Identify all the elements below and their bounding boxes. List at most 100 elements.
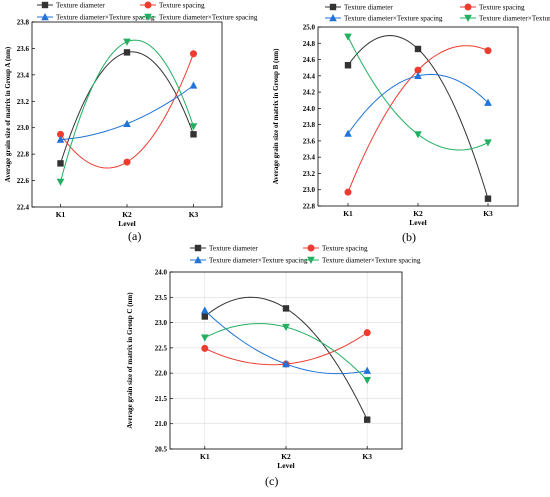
data-point [282, 305, 290, 312]
legend-marker [329, 3, 337, 11]
data-point [56, 178, 65, 186]
x-tick-label: K1 [200, 452, 210, 461]
series-line [60, 85, 194, 141]
legend-label: Texture diameter×Texture spacing [322, 257, 421, 265]
y-tick-label: 22.8 [303, 203, 316, 211]
data-point [344, 188, 352, 196]
y-tick-label: 22.8 [17, 151, 30, 159]
data-point [484, 139, 492, 147]
y-tick-label: 22.4 [17, 204, 30, 212]
data-point [201, 334, 209, 342]
chart-panel-1: 22.8 23.0 23.2 23.4 23.6 23.8 24.0 24.2 24.4 24.6… [272, 3, 550, 227]
panel-label-b: (b) [402, 230, 416, 244]
legend-label: Texture diameter [209, 245, 258, 253]
data-point [363, 329, 371, 337]
legend-marker [329, 14, 337, 22]
data-point [189, 123, 198, 131]
legend-marker [307, 244, 315, 252]
y-tick-label: 25.0 [303, 24, 316, 32]
y-tick-label: 23.4 [17, 71, 30, 79]
data-point [363, 366, 371, 374]
legend-label: Texture diameter×Texture spacing [56, 14, 155, 22]
y-tick-label: 21.0 [155, 420, 168, 428]
data-point [344, 129, 352, 137]
x-tick-label: K2 [281, 452, 291, 461]
y-tick-label: 20.5 [155, 446, 168, 454]
legend-marker [194, 256, 202, 264]
data-point [57, 160, 64, 167]
legend-marker [307, 256, 315, 264]
chart-panel-0: 22.4 22.6 22.8 23.0 23.2 23.4 23.6 23.8 K1 K2 K3 Le… [4, 1, 258, 228]
panel-label-a: (a) [128, 229, 142, 243]
legend-label: Texture diameter×Texture spacing [344, 15, 443, 23]
x-axis-label: Level [118, 219, 136, 228]
y-tick-label: 24.6 [303, 56, 316, 64]
y-tick-label: 21.5 [155, 395, 168, 403]
data-point [344, 62, 352, 69]
data-point [201, 306, 209, 314]
data-point [123, 119, 131, 127]
panel-label-c: (c) [265, 474, 279, 488]
data-point [189, 81, 198, 89]
y-tick-label: 24.4 [303, 72, 316, 80]
y-tick-label: 23.2 [303, 170, 316, 178]
x-axis-label: Level [277, 461, 295, 470]
y-tick-label: 23.8 [17, 19, 30, 27]
y-axis-label: Average grain size of matrix in Group C … [126, 292, 134, 429]
legend-marker [464, 3, 472, 11]
series-line [347, 35, 489, 199]
y-tick-label: 24.0 [303, 105, 316, 113]
y-tick-label: 23.8 [303, 121, 316, 129]
data-point [414, 45, 422, 53]
data-point [123, 158, 131, 166]
data-point [282, 323, 290, 332]
y-tick-label: 23.2 [17, 98, 30, 106]
legend-marker [41, 1, 49, 9]
y-tick-label: 22.5 [155, 344, 168, 352]
data-point [123, 49, 131, 56]
y-tick-label: 23.0 [155, 319, 168, 327]
legend-label: Texture diameter×Texture spacing [479, 15, 550, 23]
series-line [60, 51, 194, 164]
data-point [282, 360, 290, 368]
y-axis-label: Average grain size of matrix in Group A … [4, 46, 12, 182]
data-point [484, 195, 492, 202]
data-point [190, 131, 197, 138]
legend-marker [194, 244, 202, 252]
y-tick-label: 24.0 [155, 269, 168, 277]
x-tick-label: K3 [362, 452, 372, 461]
data-point [414, 131, 422, 139]
x-tick-label: K1 [343, 209, 353, 218]
x-tick-label: K3 [189, 210, 199, 219]
y-tick-label: 22.6 [17, 177, 30, 185]
series-line [347, 73, 489, 134]
legend-marker [41, 13, 49, 21]
legend-label: Texture diameter [56, 2, 105, 10]
legend-marker [144, 1, 152, 9]
x-axis-label: Level [409, 218, 427, 227]
x-tick-label: K3 [483, 209, 493, 218]
y-axis-label: Average grain size of matrix in Group B … [272, 48, 280, 185]
legend-label: Texture spacing [322, 245, 368, 253]
data-point [190, 50, 197, 58]
legend-label: Texture diameter×Texture spacing [209, 257, 308, 265]
data-point [201, 344, 209, 352]
data-point [484, 98, 492, 106]
y-tick-label: 23.6 [17, 45, 30, 53]
data-point [56, 135, 65, 143]
y-tick-label: 24.8 [303, 40, 316, 48]
legend-marker [144, 13, 152, 21]
y-tick-label: 23.6 [303, 137, 316, 145]
legend-marker [464, 14, 472, 22]
y-tick-label: 23.5 [155, 294, 168, 302]
x-tick-label: K2 [413, 209, 423, 218]
data-point [201, 313, 208, 320]
y-tick-label: 23.0 [17, 124, 30, 132]
y-tick-label: 22.0 [155, 370, 168, 378]
legend-label: Texture spacing [159, 2, 205, 10]
data-point [414, 71, 422, 80]
x-tick-label: K1 [56, 210, 66, 219]
data-point [363, 377, 371, 385]
